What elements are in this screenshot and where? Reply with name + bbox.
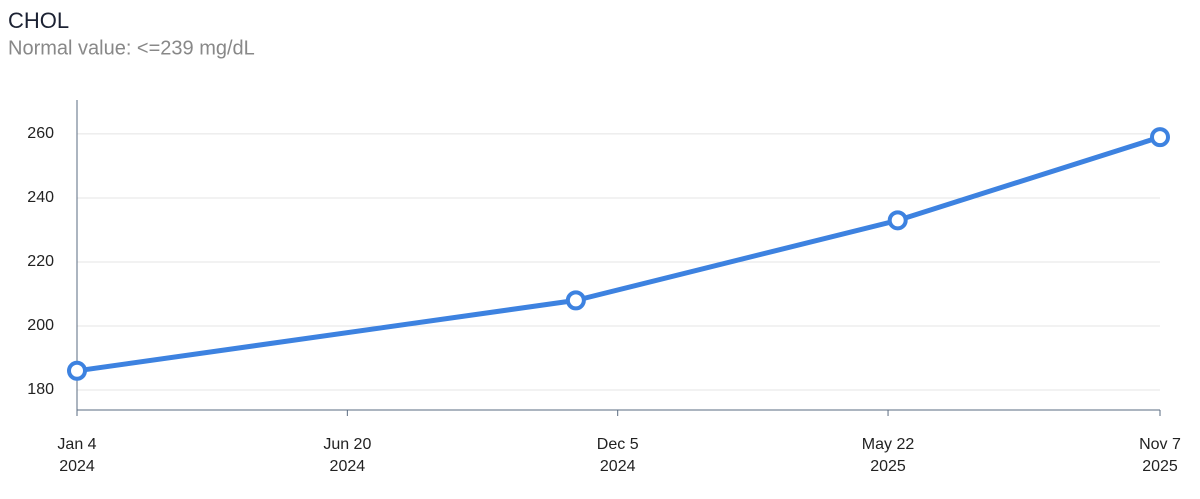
x-tick-label: Dec 5: [597, 436, 639, 453]
point: [1150, 127, 1170, 148]
x-tick-label: Jan 4: [57, 436, 96, 453]
point: [67, 360, 87, 381]
point: [565, 290, 586, 311]
y-tick-label: 260: [27, 125, 54, 142]
x-tick-label: Nov 7: [1139, 436, 1181, 453]
y-tick-label: 220: [27, 253, 54, 270]
x-tick-label: 2025: [1142, 458, 1178, 475]
x-tick-label: May 22: [862, 436, 915, 453]
x-tick-label: 2024: [600, 458, 636, 475]
x-tick-label: 2025: [870, 458, 906, 475]
point: [887, 210, 908, 231]
y-tick-label: 240: [27, 189, 54, 206]
y-tick-label: 180: [27, 381, 54, 398]
chart-title: CHOL: [8, 8, 69, 33]
chart-subtitle: Normal value: <=239 mg/dL: [8, 37, 255, 59]
x-tick-label: Jun 20: [323, 436, 371, 453]
line: [76, 134, 1161, 374]
y-tick-label: 200: [27, 317, 54, 334]
x-tick-label: 2024: [59, 458, 95, 475]
x-tick-label: 2024: [330, 458, 366, 475]
